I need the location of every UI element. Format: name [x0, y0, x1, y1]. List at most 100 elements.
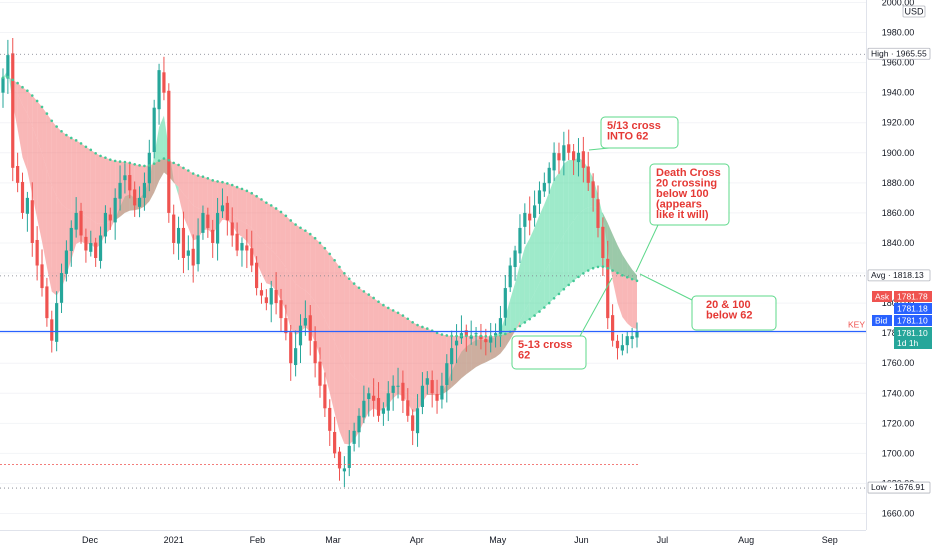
ma-dot: [352, 282, 356, 285]
fast-cloud-segment: [519, 247, 525, 322]
slow-cloud-segment: [271, 205, 277, 255]
candle-body: [469, 336, 473, 339]
candle-body: [396, 385, 400, 387]
ma-dot: [616, 271, 619, 275]
ma-dot: [40, 105, 44, 109]
slow-cloud-segment: [505, 331, 511, 348]
slow-cloud-segment: [90, 149, 96, 223]
ma-dot: [35, 99, 39, 103]
candle-body: [562, 145, 566, 161]
candle-body: [503, 288, 507, 318]
slow-cloud-segment: [461, 335, 467, 379]
ma-dot: [235, 185, 239, 189]
slow-cloud-segment: [17, 83, 23, 106]
ma-dot: [240, 187, 244, 191]
slow-cloud-segment: [76, 140, 82, 213]
candle-body: [611, 315, 615, 341]
ma-dot: [421, 325, 424, 329]
fast-cloud-segment: [534, 215, 540, 294]
fast-cloud-segment: [232, 215, 238, 234]
ma-dot: [572, 279, 575, 283]
slow-cloud-segment: [417, 325, 423, 398]
fast-cloud-segment: [37, 139, 43, 242]
slow-cloud-segment: [607, 223, 613, 271]
fast-cloud-segment: [22, 105, 28, 171]
fast-cloud-segment: [285, 267, 291, 329]
fast-cloud-segment: [266, 245, 272, 285]
slow-cloud-segment: [549, 253, 555, 304]
candle-body: [274, 289, 278, 304]
slow-cloud-segment: [207, 178, 213, 214]
ma-dot: [401, 314, 405, 317]
candle-body: [196, 235, 200, 265]
last-price-bg: [894, 327, 932, 349]
ma-dot: [128, 161, 132, 165]
ma-dot: [367, 293, 371, 296]
candle-body: [284, 318, 288, 334]
slow-cloud-segment: [524, 302, 530, 323]
ma-dot: [157, 159, 161, 162]
ma-dot: [621, 274, 624, 277]
candle-body: [294, 348, 298, 366]
slow-cloud-segment: [324, 248, 330, 330]
avg-tag: [867, 269, 931, 282]
candle-body: [206, 214, 210, 228]
slow-cloud-segment: [305, 230, 311, 296]
ma-dot: [338, 265, 341, 269]
ma-dot: [30, 94, 34, 97]
candle-body: [415, 408, 420, 434]
ma-dot: [347, 277, 351, 281]
ma-dot: [143, 164, 146, 168]
candles: [1, 37, 639, 488]
candle-body: [581, 151, 585, 168]
slow-cloud-segment: [256, 196, 262, 240]
ma-dot: [313, 236, 317, 240]
candle-body: [25, 197, 29, 214]
candle-body: [191, 248, 195, 266]
candle-body: [474, 333, 478, 335]
fast-cloud-segment: [90, 219, 96, 249]
month-label: Apr: [410, 535, 424, 545]
ma-dot: [435, 331, 439, 335]
currency-label: USD: [904, 7, 924, 17]
fast-cloud-segment: [56, 196, 62, 296]
candle-body: [289, 332, 293, 364]
candle-body: [420, 385, 425, 407]
ma-dot: [567, 283, 571, 287]
y-tick-label: 1940.00: [882, 88, 915, 98]
ma-dot: [162, 157, 166, 160]
candle-body: [615, 340, 620, 349]
annotation-text: 5/13 cross: [607, 120, 661, 132]
annotation-pointer: [635, 224, 659, 273]
candle-body: [215, 212, 220, 244]
fast-cloud-segment: [344, 364, 350, 445]
ma-dot: [474, 334, 478, 338]
candle-body: [391, 385, 395, 393]
slow-cloud-segment: [412, 322, 418, 398]
candle-body: [532, 205, 537, 218]
ma-dot: [60, 129, 63, 133]
slow-cloud-segment: [237, 187, 242, 222]
candle-body: [625, 336, 629, 346]
y-tick-label: 1900.00: [882, 148, 915, 158]
slow-cloud-segment: [280, 211, 286, 268]
month-label: Aug: [738, 535, 754, 545]
candle-body: [328, 407, 332, 431]
ma-dot: [89, 148, 93, 152]
ma-dot: [133, 162, 136, 166]
ma-dot: [172, 161, 175, 165]
candle-body: [235, 233, 239, 251]
ma-dot: [611, 269, 614, 272]
candle-body: [59, 273, 64, 303]
ma-dot: [191, 172, 195, 175]
time-axis[interactable]: Dec 2021 Feb Mar Apr May Jun Jul Aug Sep: [0, 530, 932, 550]
slow-cloud-segment: [246, 190, 252, 228]
candle-body: [313, 341, 317, 364]
candle-body: [333, 431, 337, 454]
ma-dot: [265, 201, 268, 204]
slow-cloud-segment: [456, 335, 462, 383]
ma-dot: [304, 229, 307, 232]
candle-body: [133, 189, 137, 206]
slow-cloud-segment: [266, 202, 272, 250]
